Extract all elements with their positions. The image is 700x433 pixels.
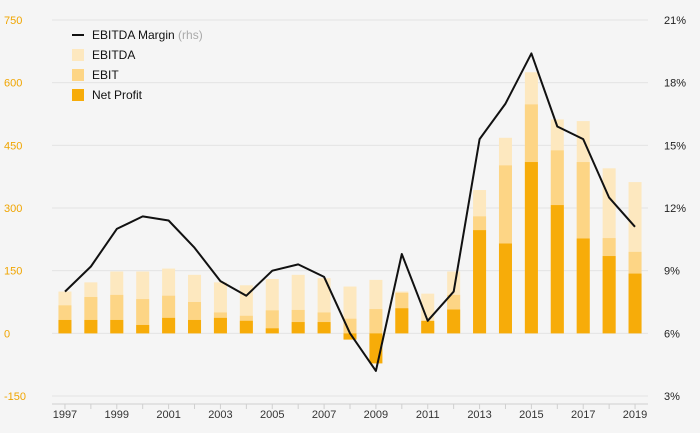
y-left-tick-label: -150 bbox=[4, 391, 26, 403]
ebit-bar bbox=[343, 318, 357, 334]
y-right-tick-label: 15% bbox=[664, 140, 686, 152]
net-profit-bar bbox=[136, 324, 150, 334]
legend-swatch-ebitda bbox=[72, 49, 84, 61]
legend-note: (rhs) bbox=[175, 28, 203, 42]
net-profit-bar bbox=[317, 322, 331, 334]
x-tick-label: 1999 bbox=[105, 409, 129, 421]
net-profit-bar bbox=[447, 309, 461, 334]
x-tick-label: 2005 bbox=[260, 409, 284, 421]
x-tick-label: 2007 bbox=[312, 409, 336, 421]
x-tick-label: 2009 bbox=[364, 409, 388, 421]
gridlines bbox=[52, 19, 648, 397]
net-profit-bar bbox=[628, 273, 642, 334]
net-profit-bar bbox=[84, 319, 98, 334]
x-tick-label: 2015 bbox=[519, 409, 543, 421]
net-profit-bar bbox=[576, 238, 590, 334]
ebitda-margin-line bbox=[64, 52, 636, 372]
net-profit-bar bbox=[473, 230, 487, 334]
net-profit-bar bbox=[213, 317, 227, 334]
legend-label-net-profit: Net Profit bbox=[92, 88, 143, 102]
net-profit-bar bbox=[188, 319, 202, 334]
legend-label-ebit: EBIT bbox=[92, 68, 119, 82]
net-profit-bar bbox=[421, 320, 435, 334]
net-profit-bar bbox=[110, 319, 124, 334]
net-profit-bar bbox=[498, 243, 512, 334]
net-profit-bar bbox=[395, 308, 409, 334]
y-right-tick-label: 6% bbox=[664, 328, 680, 340]
net-profit-bar bbox=[58, 319, 72, 334]
x-tick-label: 2003 bbox=[208, 409, 232, 421]
y-left-tick-label: 600 bbox=[4, 78, 22, 90]
net-profit-bar bbox=[162, 317, 176, 334]
legend-swatch-net-profit bbox=[72, 89, 84, 101]
legend-swatch-ebit bbox=[72, 69, 84, 81]
net-profit-bar bbox=[291, 322, 305, 334]
margin-line bbox=[64, 52, 636, 372]
net-profit-bar bbox=[265, 328, 279, 334]
x-tick-label: 1997 bbox=[53, 409, 77, 421]
net-profit-bar bbox=[550, 205, 564, 334]
x-tick-label: 2001 bbox=[156, 409, 180, 421]
y-right-tick-label: 21% bbox=[664, 15, 686, 27]
y-left-tick-label: 0 bbox=[4, 328, 10, 340]
net-profit-bar bbox=[524, 162, 538, 334]
ebit-bar bbox=[369, 309, 383, 334]
y-right-tick-label: 9% bbox=[664, 266, 680, 278]
net-profit-bar bbox=[343, 333, 357, 340]
x-tick-label: 2017 bbox=[571, 409, 595, 421]
legend-label-ebitda-margin: EBITDA Margin (rhs) bbox=[92, 28, 203, 42]
y-right-tick-label: 3% bbox=[664, 391, 680, 403]
net-profit-bar bbox=[602, 256, 616, 334]
y-left-tick-label: 450 bbox=[4, 140, 22, 152]
net-profit-bar bbox=[239, 320, 253, 334]
y-left-tick-label: 150 bbox=[4, 266, 22, 278]
legend: EBITDA Margin (rhs) EBITDA EBIT Net Profit bbox=[72, 28, 203, 102]
y-left-tick-label: 750 bbox=[4, 15, 22, 27]
ebit-bar bbox=[136, 299, 150, 334]
y-left-tick-label: 300 bbox=[4, 203, 22, 215]
x-tick-label: 2011 bbox=[416, 409, 440, 421]
x-tick-label: 2019 bbox=[623, 409, 647, 421]
x-tick-label: 2013 bbox=[467, 409, 491, 421]
y-right-tick-label: 12% bbox=[664, 203, 686, 215]
legend-label-ebitda: EBITDA bbox=[92, 48, 135, 62]
ebit-bar bbox=[265, 310, 279, 334]
axes: -150 0 150 300 450 600 750 3% 6% 9% 12% 15% 18% 21% 19… bbox=[4, 15, 686, 421]
bars bbox=[58, 72, 642, 364]
y-right-tick-label: 18% bbox=[664, 78, 686, 90]
